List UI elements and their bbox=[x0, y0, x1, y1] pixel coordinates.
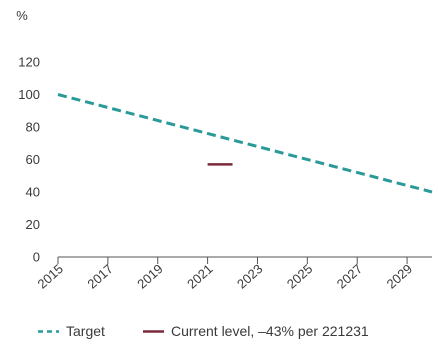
y-tick-label: 40 bbox=[26, 185, 40, 200]
y-tick-label: 80 bbox=[26, 120, 40, 135]
x-axis: 2015 2017 2019 2021 2023 2025 2027 2029 bbox=[34, 256, 432, 292]
x-tick-label: 2027 bbox=[334, 261, 366, 291]
x-tick-label: 2019 bbox=[134, 261, 166, 291]
x-tick-label: 2025 bbox=[284, 261, 316, 291]
y-axis-ticks: 0 20 40 60 80 100 120 bbox=[18, 55, 40, 265]
legend: Target Current level, –43% per 221231 bbox=[38, 323, 369, 339]
legend-label: Current level, –43% per 221231 bbox=[171, 323, 369, 339]
y-tick-label: 0 bbox=[33, 250, 40, 265]
y-tick-label: 20 bbox=[26, 217, 40, 232]
series-line-target bbox=[57, 93, 433, 194]
y-axis-unit: % bbox=[16, 8, 28, 23]
x-tick-label: 2021 bbox=[184, 261, 216, 291]
y-tick-label: 100 bbox=[18, 87, 40, 102]
x-tick-label: 2029 bbox=[384, 261, 416, 291]
x-tick-label: 2023 bbox=[234, 261, 266, 291]
x-tick-label: 2015 bbox=[34, 261, 66, 291]
x-tick-label: 2017 bbox=[84, 261, 116, 291]
y-tick-label: 60 bbox=[26, 152, 40, 167]
y-tick-label: 120 bbox=[18, 55, 40, 70]
series-layer bbox=[57, 93, 433, 194]
legend-label: Target bbox=[66, 323, 105, 339]
